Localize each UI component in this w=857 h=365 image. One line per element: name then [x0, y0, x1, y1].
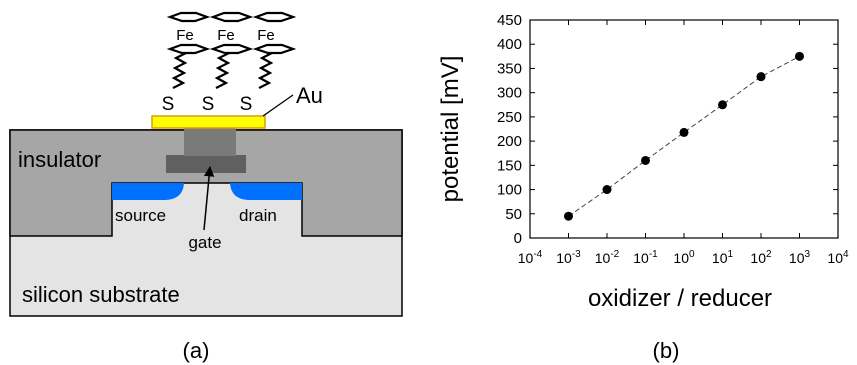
- data-point: [679, 127, 689, 137]
- cp-ring-bottom-2: [209, 43, 254, 55]
- data-point: [718, 100, 727, 110]
- x-axis: 10-4 10-3 10-2 10-1 100 101 102 103 104: [518, 20, 849, 266]
- y-tick-label: 100: [497, 182, 522, 199]
- caption-a: (a): [183, 338, 210, 363]
- data-point: [795, 51, 804, 61]
- alkyl-chain-2: [214, 52, 231, 89]
- y-tick-label: 250: [497, 109, 522, 126]
- x-tick-label: 104: [827, 249, 849, 266]
- x-tick-label: 10-3: [556, 249, 581, 266]
- sulfur-label-1: S: [162, 94, 175, 115]
- data-point: [564, 211, 573, 221]
- alkyl-chain-1: [171, 52, 188, 89]
- panel-a: Fe Fe Fe S S S Au insulator source drain…: [9, 11, 403, 363]
- au-leader-line: [262, 94, 294, 117]
- x-tick-label: 102: [750, 249, 772, 266]
- y-tick-label: 400: [497, 36, 522, 53]
- y-axis-label: potential [mV]: [437, 56, 464, 203]
- sulfur-label-3: S: [240, 94, 253, 115]
- panel-b: 0 50 100 150 200 250 300 350 400 450 10-4 10-3 10-2…: [437, 12, 849, 363]
- ferrocene-molecules: [166, 11, 297, 89]
- drain-label: drain: [239, 206, 277, 225]
- cp-ring-top-1: [166, 11, 211, 23]
- x-tick-label: 10-4: [518, 249, 543, 266]
- y-tick-label: 200: [497, 133, 522, 150]
- x-tick-label: 103: [789, 249, 811, 266]
- data-points: [564, 51, 804, 221]
- fe-label-1: Fe: [176, 27, 194, 44]
- source-label: source: [115, 206, 166, 225]
- alkyl-chain-3: [257, 52, 274, 89]
- caption-b: (b): [653, 338, 680, 363]
- x-tick-label: 101: [712, 249, 734, 266]
- data-point: [756, 72, 766, 82]
- insulator-label: insulator: [18, 147, 101, 172]
- data-point: [641, 155, 650, 165]
- sulfur-label-2: S: [202, 94, 215, 115]
- y-tick-label: 50: [505, 206, 522, 223]
- fe-label-3: Fe: [257, 27, 275, 44]
- y-tick-label: 0: [514, 230, 522, 247]
- x-tick-label: 100: [673, 249, 695, 266]
- gate-label: gate: [188, 233, 221, 252]
- cp-ring-bottom-1: [166, 43, 211, 55]
- gold-electrode: [151, 115, 266, 129]
- data-point: [602, 185, 612, 195]
- cp-ring-top-3: [252, 11, 297, 23]
- substrate-label: silicon substrate: [22, 282, 180, 307]
- y-tick-label: 300: [497, 85, 522, 102]
- gate-upper-block: [184, 128, 236, 156]
- x-axis-label: oxidizer / reducer: [588, 285, 772, 312]
- gate-arrow: [203, 165, 215, 231]
- y-tick-label: 350: [497, 60, 522, 77]
- cp-ring-bottom-3: [252, 43, 297, 55]
- cp-ring-top-2: [209, 11, 254, 23]
- y-axis: 0 50 100 150 200 250 300 350 400 450: [497, 12, 838, 247]
- y-tick-label: 150: [497, 157, 522, 174]
- gate-lower-block: [166, 155, 246, 173]
- drain-region: [230, 183, 302, 200]
- x-tick-label: 10-1: [633, 249, 658, 266]
- x-tick-label: 10-2: [595, 249, 620, 266]
- fe-label-2: Fe: [217, 27, 235, 44]
- y-tick-label: 450: [497, 12, 522, 29]
- au-label: Au: [296, 83, 323, 108]
- source-region: [112, 183, 184, 200]
